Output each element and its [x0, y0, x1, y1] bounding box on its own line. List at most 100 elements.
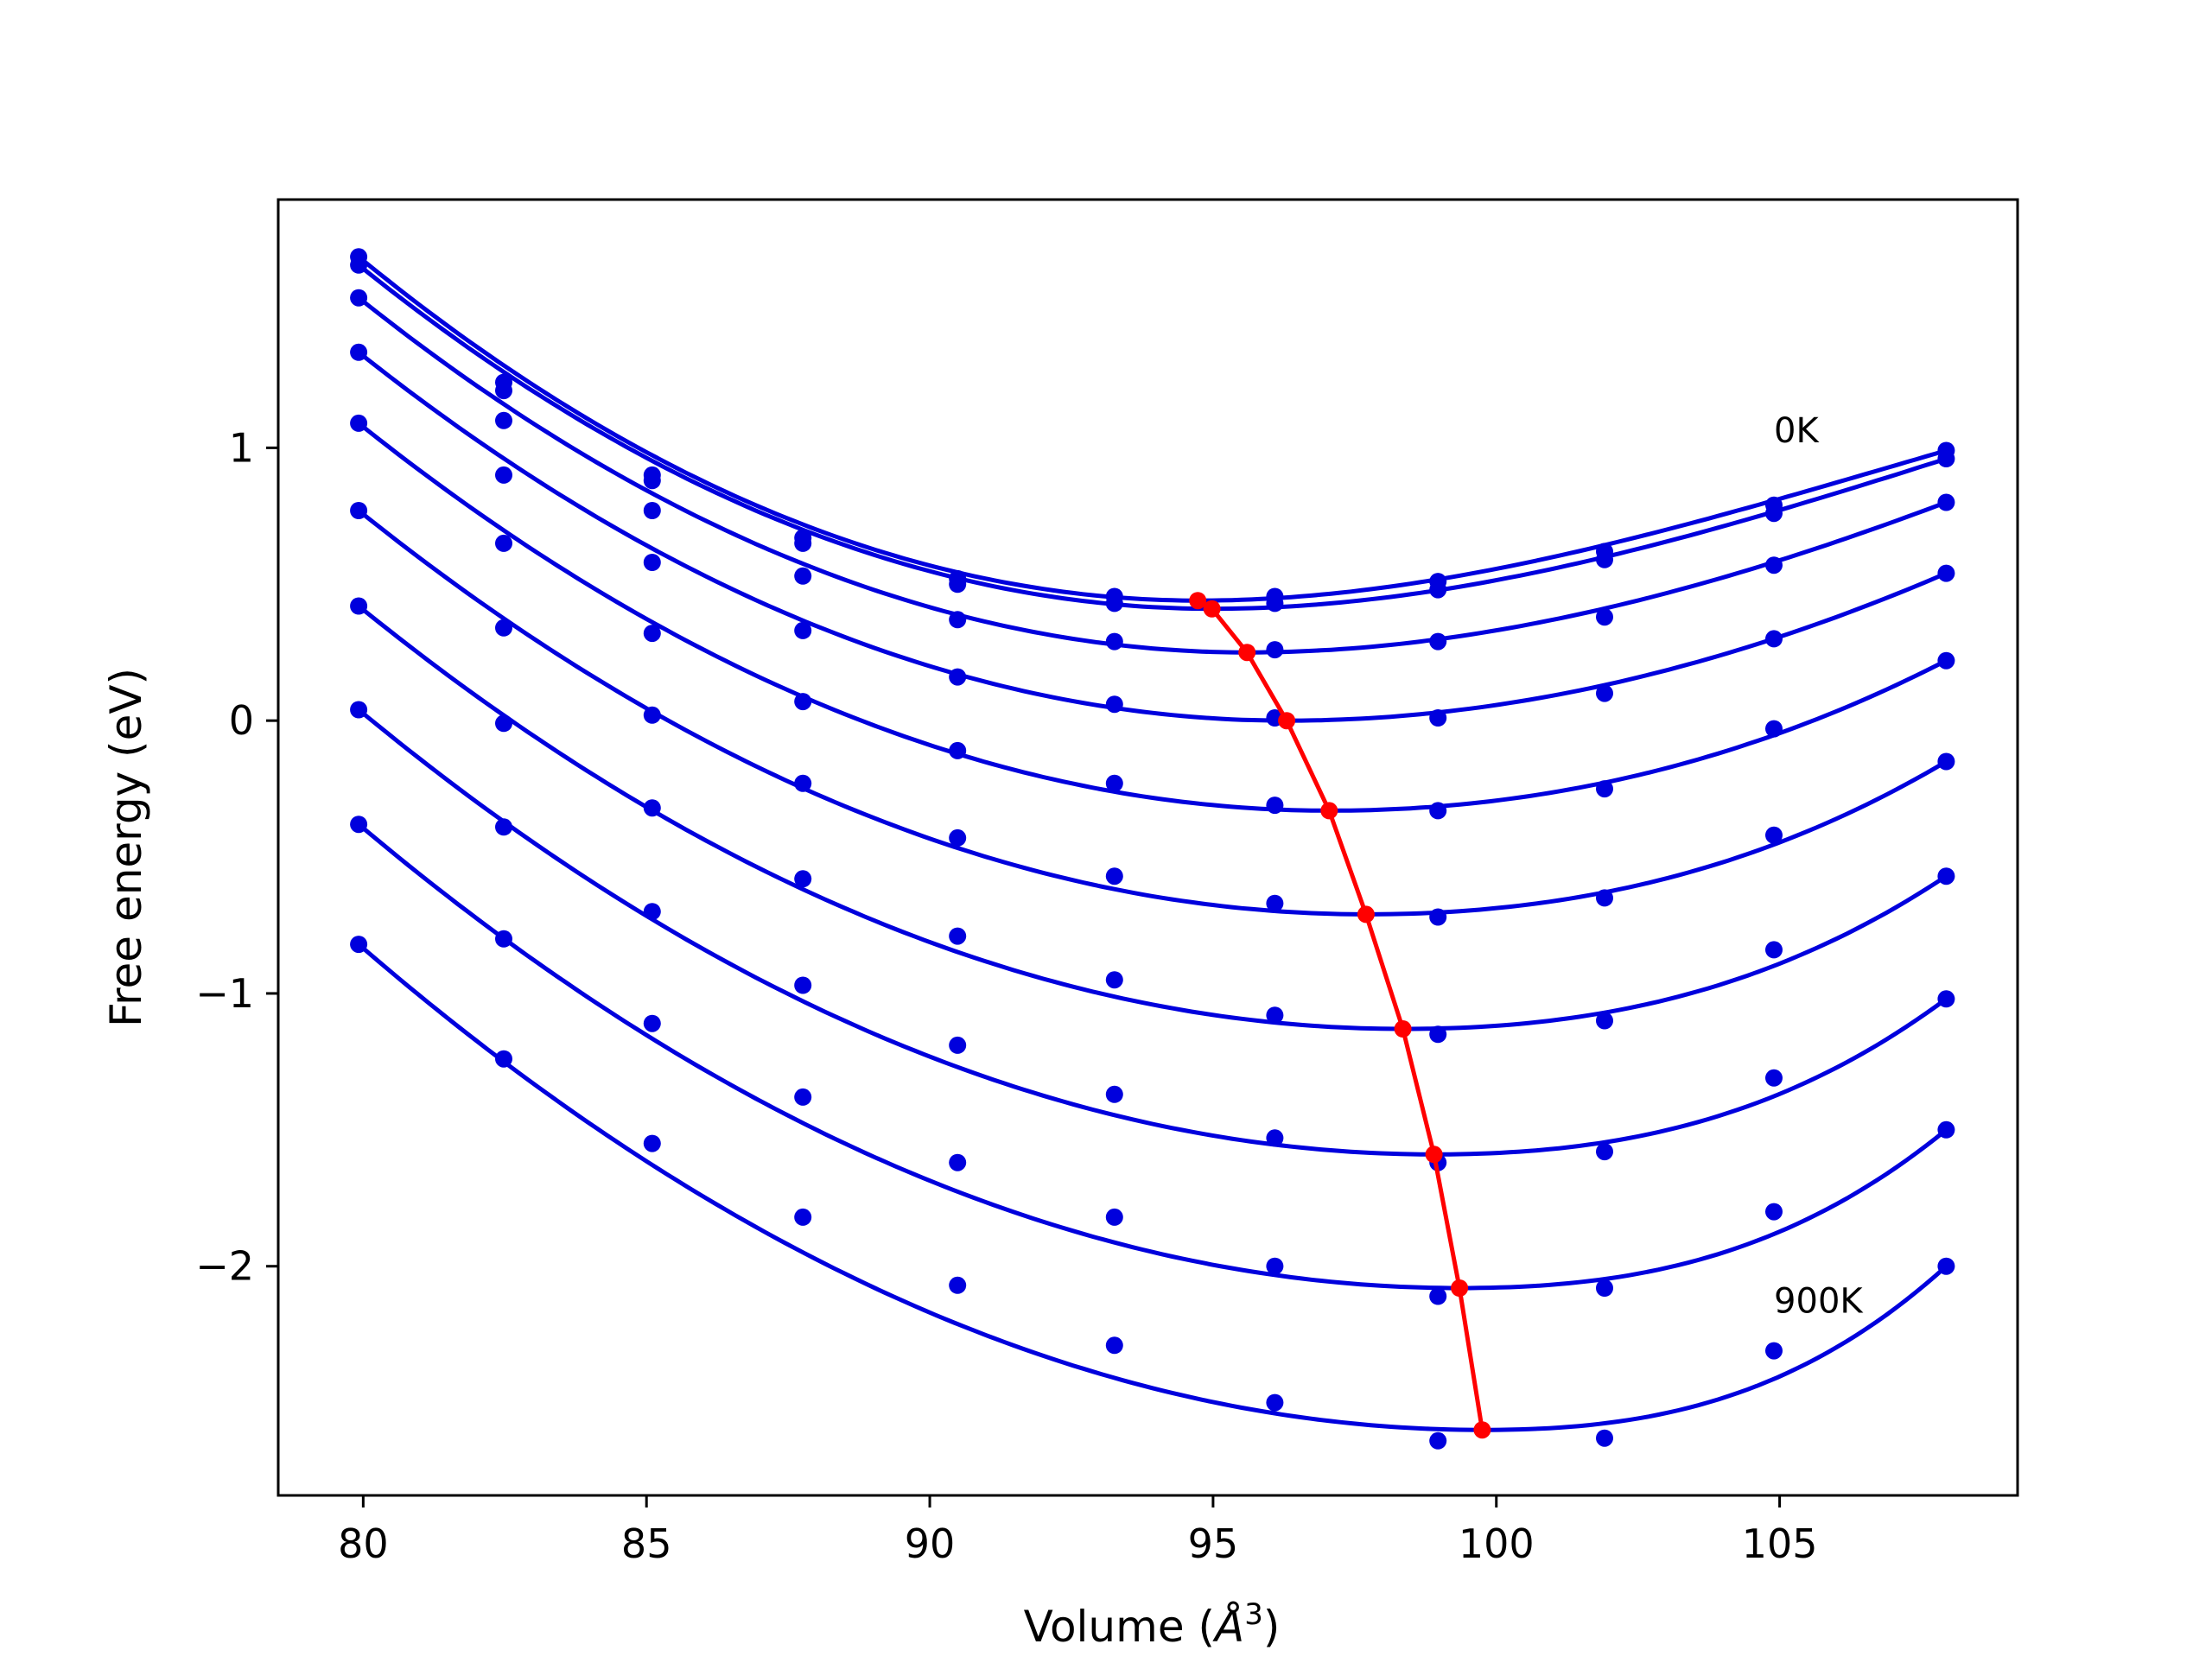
data-point-700K-1: [495, 818, 512, 836]
data-point-100K-10: [1937, 450, 1955, 467]
data-point-400K-1: [495, 534, 512, 552]
data-point-900K-0: [350, 936, 368, 954]
data-point-600K-3: [794, 870, 812, 888]
x-axis-label: Volume (Å3): [1024, 1597, 1281, 1652]
minimum-point-200K: [1238, 644, 1256, 662]
data-point-500K-0: [350, 502, 368, 519]
data-point-500K-6: [1266, 894, 1284, 912]
data-point-100K-2: [643, 472, 661, 490]
data-point-300K-2: [643, 554, 661, 571]
data-point-400K-2: [643, 625, 661, 643]
data-point-300K-0: [350, 343, 368, 361]
fit-curve-900K: [357, 943, 1948, 1432]
y-tick-label-0: 0: [229, 697, 254, 744]
data-point-100K-6: [1266, 594, 1284, 613]
data-point-500K-3: [794, 774, 812, 792]
data-point-400K-10: [1937, 651, 1955, 670]
data-point-700K-0: [350, 701, 368, 719]
data-point-600K-9: [1765, 941, 1783, 959]
data-point-900K-2: [643, 1134, 661, 1152]
data-point-600K-4: [949, 927, 967, 945]
data-point-900K-8: [1596, 1429, 1613, 1447]
data-point-100K-9: [1765, 505, 1783, 523]
data-point-800K-5: [1105, 1208, 1123, 1226]
data-point-700K-4: [949, 1036, 967, 1054]
fit-curve-800K: [357, 822, 1948, 1291]
minimum-point-500K: [1357, 905, 1375, 924]
y-axis-ticks: 1 0 −1 −2: [195, 424, 278, 1290]
data-point-900K-5: [1105, 1336, 1123, 1355]
fit-curves: [357, 255, 1948, 1432]
data-point-600K-10: [1937, 867, 1955, 885]
data-point-700K-6: [1266, 1129, 1284, 1147]
x-axis-ticks: 80 85 90 95 100 105: [338, 1495, 1818, 1567]
data-point-200K-3: [794, 567, 812, 585]
data-point-200K-4: [949, 611, 967, 629]
data-point-300K-1: [495, 466, 512, 484]
data-point-200K-5: [1105, 632, 1123, 651]
minimum-point-700K: [1425, 1146, 1443, 1164]
minimum-point-0K: [1189, 592, 1207, 610]
data-point-900K-10: [1937, 1257, 1955, 1275]
x-tick-label-100: 100: [1459, 1520, 1535, 1567]
minimum-path: [1189, 592, 1491, 1439]
data-point-500K-9: [1765, 826, 1783, 844]
data-point-800K-2: [643, 1014, 661, 1032]
data-point-800K-7: [1429, 1287, 1447, 1305]
data-point-400K-6: [1266, 797, 1284, 815]
fit-curve-300K: [357, 350, 1948, 723]
data-point-100K-4: [949, 575, 967, 593]
x-tick-label-85: 85: [621, 1520, 672, 1567]
data-point-500K-5: [1105, 867, 1123, 885]
data-point-300K-3: [794, 621, 812, 639]
x-tick-label-105: 105: [1742, 1520, 1818, 1567]
data-point-400K-3: [794, 693, 812, 711]
data-point-500K-10: [1937, 752, 1955, 771]
data-point-500K-8: [1596, 889, 1613, 907]
data-point-600K-1: [495, 714, 512, 733]
data-point-200K-9: [1765, 556, 1783, 574]
fit-curve-700K: [357, 708, 1948, 1157]
data-point-600K-6: [1266, 1006, 1284, 1025]
annotations: 0K 900K: [1774, 411, 1864, 1321]
data-point-800K-9: [1765, 1203, 1783, 1221]
data-point-200K-0: [350, 289, 368, 307]
data-point-500K-1: [495, 619, 512, 637]
annotation-0K: 0K: [1774, 411, 1820, 451]
data-point-400K-7: [1429, 802, 1447, 820]
minimum-point-300K: [1278, 712, 1296, 730]
x-tick-label-95: 95: [1188, 1520, 1239, 1567]
minimum-point-800K: [1451, 1279, 1469, 1297]
data-point-800K-4: [949, 1153, 967, 1171]
data-point-200K-6: [1266, 641, 1284, 659]
fit-curve-0K: [357, 255, 1948, 603]
data-point-400K-8: [1596, 780, 1613, 798]
plot-frame: [276, 198, 2019, 1497]
data-point-300K-10: [1937, 564, 1955, 582]
data-point-200K-10: [1937, 493, 1955, 511]
data-point-800K-8: [1596, 1279, 1613, 1297]
data-point-600K-8: [1596, 1012, 1613, 1030]
data-point-700K-8: [1596, 1143, 1613, 1161]
data-point-400K-0: [350, 414, 368, 432]
minimum-point-900K: [1473, 1421, 1491, 1439]
data-point-100K-3: [794, 534, 812, 552]
fit-curve-200K: [357, 295, 1948, 655]
data-point-700K-5: [1105, 1085, 1123, 1103]
data-point-900K-7: [1429, 1431, 1447, 1450]
data-point-300K-7: [1429, 709, 1447, 727]
x-tick-label-90: 90: [905, 1520, 956, 1567]
fit-curve-100K: [357, 263, 1948, 612]
data-point-800K-1: [495, 930, 512, 948]
data-point-400K-9: [1765, 720, 1783, 738]
data-point-900K-9: [1765, 1342, 1783, 1360]
data-point-900K-1: [495, 1050, 512, 1068]
data-point-100K-0: [350, 256, 368, 274]
data-point-600K-7: [1429, 1025, 1447, 1044]
annotation-900K: 900K: [1774, 1281, 1864, 1321]
data-point-300K-5: [1105, 695, 1123, 714]
data-point-200K-8: [1596, 608, 1613, 626]
fit-curve-400K: [357, 421, 1948, 813]
data-point-900K-4: [949, 1276, 967, 1294]
